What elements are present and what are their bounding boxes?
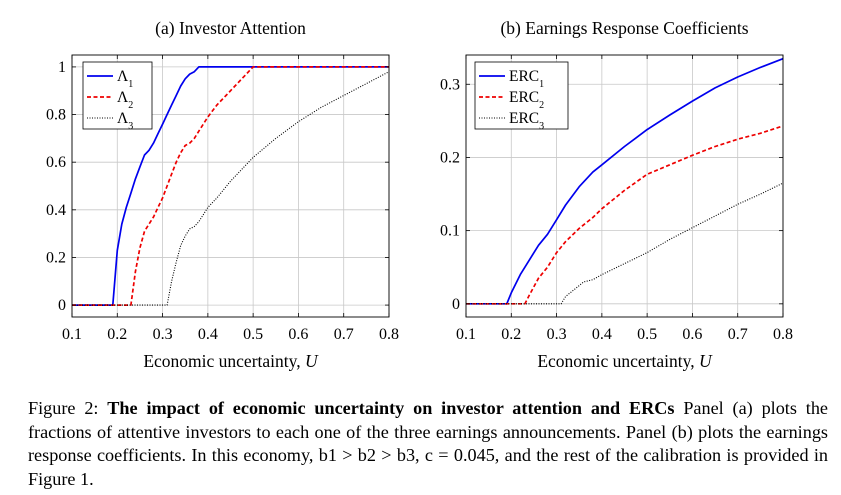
y-tick-label: 0.2 [440, 149, 460, 166]
chart-title-b: (b) Earnings Response Coefficients [500, 18, 748, 38]
x-tick-label: 0.5 [243, 326, 263, 343]
legend-label: Λ1 [117, 68, 133, 90]
caption-body: Panel (a) plots the fractions of attenti… [28, 398, 828, 489]
x-tick-label: 0.8 [773, 326, 793, 343]
x-tick-label: 0.1 [62, 326, 82, 343]
x-tick-label: 0.6 [682, 326, 702, 343]
axes-frame-a [71, 54, 390, 318]
y-tick-label: 0.2 [46, 249, 66, 266]
y-tick-label: 0.6 [46, 154, 66, 171]
axes-frame-b [465, 54, 784, 318]
y-tick-label: 0.8 [46, 107, 66, 124]
series-line-λ3 [72, 71, 390, 306]
series-line-λ1 [72, 66, 389, 306]
y-tick-label: 0.1 [440, 223, 460, 240]
x-tick-label: 0.4 [198, 326, 218, 343]
x-tick-label: 0.6 [288, 326, 308, 343]
legend-label: ERC3 [509, 110, 544, 132]
series-line-erc1 [466, 57, 784, 305]
figure: 0.1 0.2 0.3 0.4 0.5 0.6 0.7 0.8 0 0.2 0.4 0.6 0.8 1 (a… [46, 18, 793, 371]
caption-label: Figure 2: [28, 398, 108, 418]
x-axis-label-a: Economic uncertainty, U [143, 351, 319, 371]
y-tick-label: 0 [452, 296, 460, 313]
panel-a-chart: 0.1 0.2 0.3 0.4 0.5 0.6 0.7 0.8 0 0.2 0.4 0.6 0.8 1 (a… [46, 18, 399, 371]
legend-label: ERC1 [509, 68, 544, 90]
panel-b-chart: 0.1 0.2 0.3 0.4 0.5 0.6 0.7 0.8 0 0.1 0.2 0.3 (b) Ea… [440, 18, 793, 371]
legend-label: Λ3 [117, 110, 133, 132]
y-tick-label: 0 [58, 297, 66, 314]
caption-title: The impact of economic uncertainty on in… [107, 398, 675, 418]
x-tick-label: 0.4 [592, 326, 612, 343]
legend-box-b [474, 61, 569, 130]
series-line-erc3 [466, 182, 784, 305]
x-tick-label: 0.2 [107, 326, 127, 343]
x-tick-label: 0.8 [379, 326, 399, 343]
figure-caption: Figure 2: The impact of economic uncerta… [28, 397, 828, 491]
x-tick-label: 0.5 [637, 326, 657, 343]
y-tick-label: 0.4 [46, 202, 66, 219]
y-tick-label: 1 [58, 59, 66, 76]
legend-label: ERC2 [509, 89, 544, 111]
chart-title-a: (a) Investor Attention [155, 18, 306, 38]
x-tick-label: 0.7 [728, 326, 748, 343]
x-tick-label: 0.3 [547, 326, 567, 343]
x-tick-label: 0.7 [334, 326, 354, 343]
x-axis-label-b: Economic uncertainty, U [537, 351, 713, 371]
x-tick-label: 0.2 [501, 326, 521, 343]
y-tick-label: 0.3 [440, 76, 460, 93]
x-tick-label: 0.1 [456, 326, 476, 343]
x-tick-label: 0.3 [153, 326, 173, 343]
series-line-erc2 [466, 125, 784, 305]
series-line-λ2 [72, 66, 389, 306]
legend-label: Λ2 [117, 89, 133, 111]
